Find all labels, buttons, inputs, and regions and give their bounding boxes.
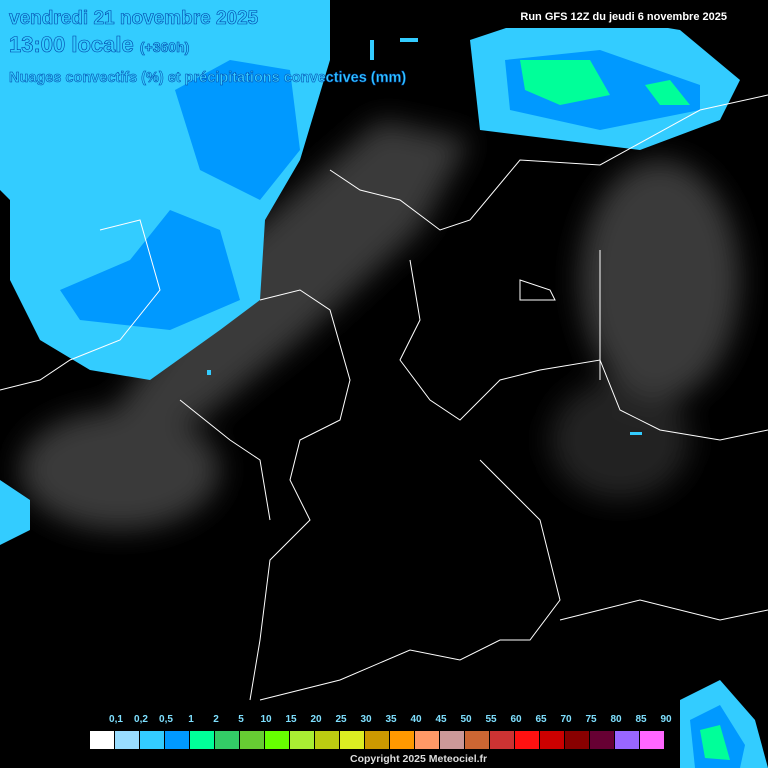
- legend-label: 1: [188, 714, 194, 725]
- legend-swatch: [90, 731, 115, 749]
- legend-label: 75: [585, 714, 597, 725]
- legend-labels: 0,1 0,2 0,5 1 2 5 10 15 20 25 30 35 40 45 50 55 60 65 70 75…: [90, 714, 690, 728]
- local-time: 13:00 locale: [9, 32, 134, 58]
- legend-label: 0,1: [109, 714, 123, 725]
- legend-label: 30: [360, 714, 372, 725]
- legend-label: 10: [260, 714, 272, 725]
- legend-swatch: [565, 731, 590, 749]
- legend-label: 45: [435, 714, 447, 725]
- legend-label: 20: [310, 714, 322, 725]
- legend-label: 25: [335, 714, 347, 725]
- legend-label: 0,5: [159, 714, 173, 725]
- legend-swatch: [540, 731, 565, 749]
- legend-swatch: [615, 731, 640, 749]
- legend-swatch: [515, 731, 540, 749]
- legend-swatch: [365, 731, 390, 749]
- legend-label: 2: [213, 714, 219, 725]
- legend-swatch: [640, 731, 665, 749]
- legend-swatch: [115, 731, 140, 749]
- legend-label: 65: [535, 714, 547, 725]
- legend-swatch: [390, 731, 415, 749]
- forecast-time: 13:00 locale (+360h): [9, 32, 190, 58]
- legend-swatch: [140, 731, 165, 749]
- legend-swatch: [165, 731, 190, 749]
- legend-swatch: [190, 731, 215, 749]
- legend-label: 85: [635, 714, 647, 725]
- legend-swatch: [290, 731, 315, 749]
- legend-label: 15: [285, 714, 297, 725]
- country-borders: [0, 94, 768, 701]
- legend-label: 55: [485, 714, 497, 725]
- legend-swatch: [490, 731, 515, 749]
- legend-label: 0,2: [134, 714, 148, 725]
- legend-swatch: [340, 731, 365, 749]
- legend-swatch: [265, 731, 290, 749]
- legend-swatch: [315, 731, 340, 749]
- legend-swatch: [465, 731, 490, 749]
- lead-time: (+360h): [139, 39, 190, 56]
- legend-label: 40: [410, 714, 422, 725]
- legend-label: 60: [510, 714, 522, 725]
- legend-label: 5: [238, 714, 244, 725]
- legend-swatch: [215, 731, 240, 749]
- legend-swatch: [440, 731, 465, 749]
- map-subtitle: Nuages convectifs (%) et précipitations …: [9, 70, 407, 87]
- legend-swatch: [240, 731, 265, 749]
- legend-label: 70: [560, 714, 572, 725]
- legend-label: 80: [610, 714, 622, 725]
- legend-label: 50: [460, 714, 472, 725]
- legend-label: 90: [660, 714, 672, 725]
- cloud-cover: [20, 120, 740, 530]
- legend-label: 35: [385, 714, 397, 725]
- legend-swatch: [590, 731, 615, 749]
- color-legend: [90, 731, 665, 749]
- small-cells: [207, 38, 642, 435]
- legend-swatch: [415, 731, 440, 749]
- run-info: Run GFS 12Z du jeudi 6 novembre 2025: [347, 6, 757, 28]
- precip-heavy: [520, 60, 730, 760]
- precip-moderate: [60, 50, 745, 768]
- copyright: Copyright 2025 Meteociel.fr: [350, 753, 488, 765]
- forecast-date: vendredi 21 novembre 2025: [9, 8, 259, 30]
